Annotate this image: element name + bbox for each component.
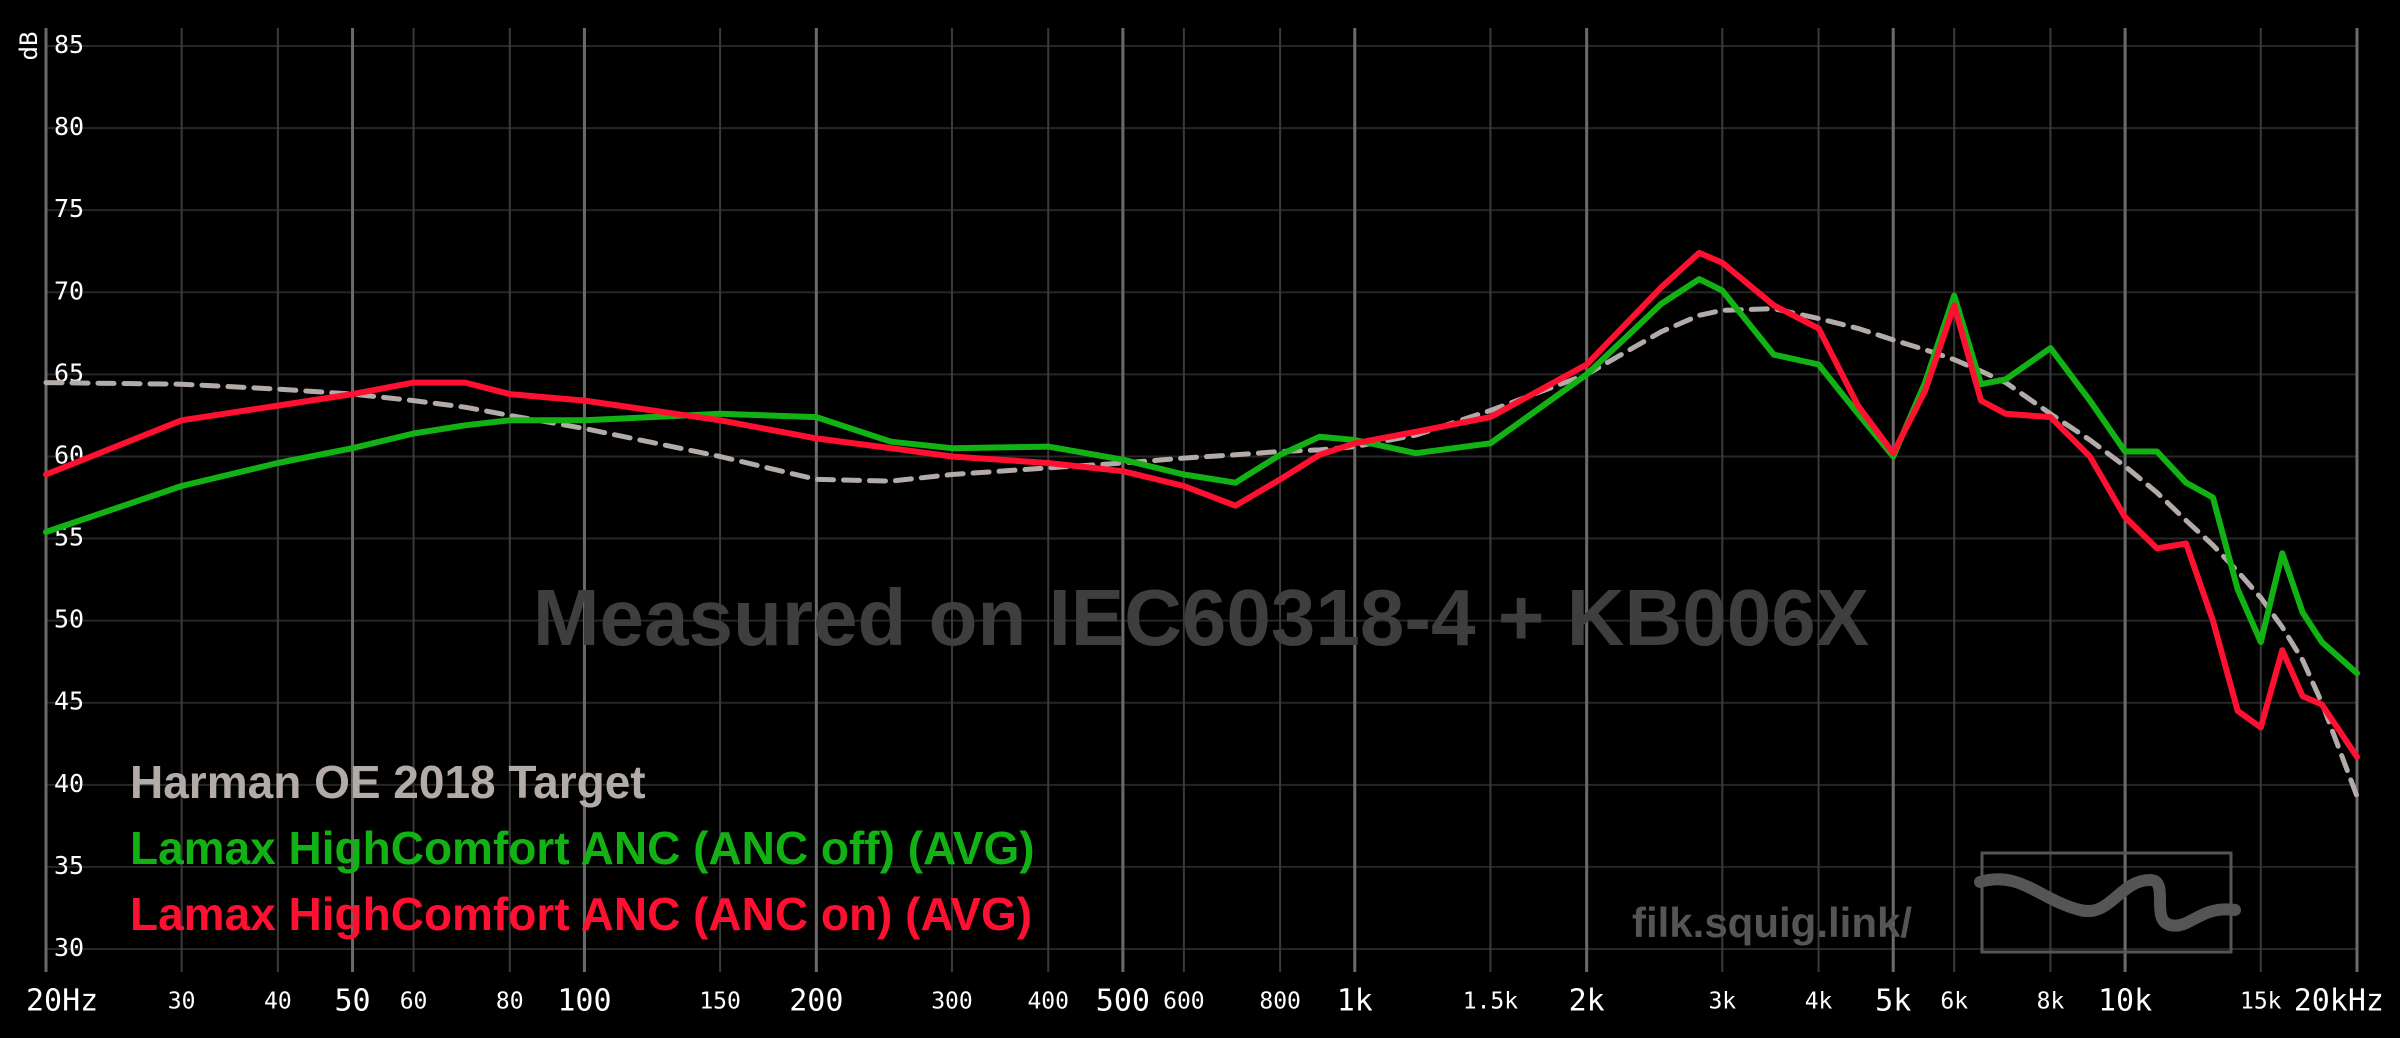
x-tick-label: 3k bbox=[1708, 989, 1736, 1015]
x-tick-label: 400 bbox=[1027, 989, 1069, 1015]
x-tick-label: 6k bbox=[1940, 989, 1968, 1015]
x-tick-label: 8k bbox=[2037, 989, 2065, 1015]
y-tick-label: 80 bbox=[54, 112, 84, 141]
x-tick-label: 800 bbox=[1259, 989, 1301, 1015]
y-tick-label: 85 bbox=[54, 30, 84, 59]
x-tick-label: 1.5k bbox=[1463, 989, 1519, 1015]
x-tick-label: 500 bbox=[1096, 984, 1150, 1019]
x-tick-label: 150 bbox=[699, 989, 741, 1015]
y-tick-label: 45 bbox=[54, 687, 84, 716]
x-tick-label: 40 bbox=[264, 989, 292, 1015]
y-tick-label: 75 bbox=[54, 194, 84, 223]
x-tick-label: 100 bbox=[557, 984, 611, 1019]
logo-box bbox=[1980, 851, 2233, 954]
y-tick-label: 35 bbox=[54, 851, 84, 880]
plot-lines bbox=[43, 249, 2360, 799]
site-label: filk.squig.link/ bbox=[1632, 899, 1912, 946]
x-tick-label: 1k bbox=[1337, 984, 1373, 1019]
x-tick-label: 5k bbox=[1875, 984, 1911, 1019]
x-tick-label: 4k bbox=[1805, 989, 1833, 1015]
x-tick-label: 300 bbox=[931, 989, 973, 1015]
x-tick-label: 20Hz bbox=[26, 984, 98, 1019]
series-line bbox=[43, 276, 2360, 677]
x-tick-label: 60 bbox=[400, 989, 428, 1015]
y-tick-label: 40 bbox=[54, 769, 84, 798]
legend: Harman OE 2018 Target Lamax HighComfort A… bbox=[130, 756, 1035, 940]
y-axis-label: dB bbox=[15, 32, 43, 61]
x-tick-label: 2k bbox=[1569, 984, 1605, 1019]
legend-entry: Harman OE 2018 Target bbox=[130, 756, 646, 808]
x-tick-label: 80 bbox=[496, 989, 524, 1015]
y-tick-label: 70 bbox=[54, 276, 84, 305]
logo-wave bbox=[1974, 873, 2241, 932]
series-line bbox=[43, 306, 2360, 799]
x-tick-label: 10k bbox=[2098, 984, 2152, 1019]
y-tick-label: 30 bbox=[54, 933, 84, 962]
x-tick-label: 200 bbox=[789, 984, 843, 1019]
x-tick-label: 30 bbox=[168, 989, 196, 1015]
logo bbox=[1974, 851, 2241, 954]
x-tick-label: 20kHz bbox=[2294, 984, 2384, 1019]
x-tick-label: 50 bbox=[334, 984, 370, 1019]
series-line bbox=[43, 249, 2360, 760]
y-tick-label: 50 bbox=[54, 605, 84, 634]
watermark: Measured on IEC60318-4 + KB006X bbox=[533, 573, 1869, 662]
legend-entry: Lamax HighComfort ANC (ANC on) (AVG) bbox=[130, 888, 1032, 940]
x-tick-label: 600 bbox=[1163, 989, 1205, 1015]
legend-entry: Lamax HighComfort ANC (ANC off) (AVG) bbox=[130, 822, 1035, 874]
x-tick-label: 15k bbox=[2240, 989, 2282, 1015]
